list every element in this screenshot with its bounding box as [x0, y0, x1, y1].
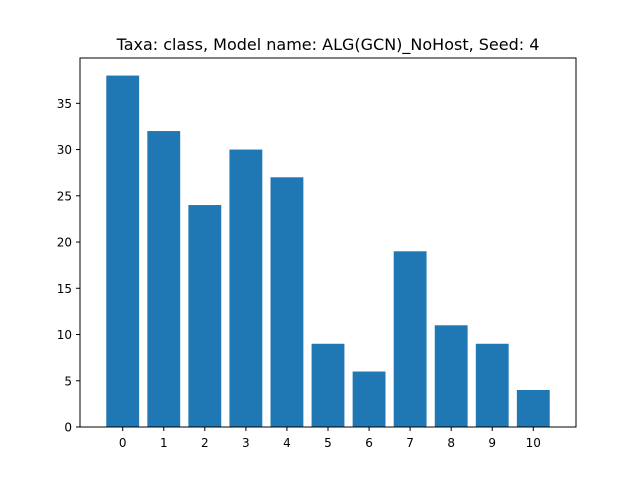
bar-6 [352, 371, 386, 427]
y-axis: 0 5 10 15 20 25 30 35 [57, 97, 80, 435]
chart-title: Taxa: class, Model name: ALG(GCN)_NoHost… [116, 35, 540, 55]
y-tick-label-25: 25 [57, 189, 72, 203]
bar-8 [434, 325, 468, 427]
y-tick-label-0: 0 [64, 421, 72, 435]
x-axis: 0 1 2 3 4 5 6 7 8 9 10 [119, 427, 541, 450]
bar-0 [106, 75, 140, 428]
bars-group [106, 75, 550, 428]
bar-5 [311, 343, 345, 427]
x-tick-label-9: 9 [488, 436, 496, 450]
x-tick-label-0: 0 [119, 436, 127, 450]
y-tick-label-10: 10 [57, 328, 72, 342]
bar-9 [475, 343, 509, 427]
bar-4 [270, 177, 304, 427]
bar-3 [229, 149, 263, 427]
bar-10 [516, 390, 550, 427]
x-tick-label-5: 5 [324, 436, 332, 450]
x-tick-label-4: 4 [283, 436, 291, 450]
x-tick-label-10: 10 [526, 436, 541, 450]
y-tick-label-15: 15 [57, 282, 72, 296]
y-tick-label-5: 5 [64, 374, 72, 388]
y-tick-label-20: 20 [57, 236, 72, 250]
bar-7 [393, 251, 427, 427]
bar-1 [147, 131, 181, 427]
y-tick-label-30: 30 [57, 143, 72, 157]
x-tick-label-3: 3 [242, 436, 250, 450]
x-tick-label-7: 7 [406, 436, 414, 450]
plot-frame [79, 57, 577, 428]
x-tick-label-8: 8 [447, 436, 455, 450]
x-tick-label-6: 6 [365, 436, 373, 450]
bar-2 [188, 205, 222, 427]
x-tick-label-1: 1 [160, 436, 168, 450]
y-tick-label-35: 35 [57, 97, 72, 111]
x-tick-label-2: 2 [201, 436, 209, 450]
